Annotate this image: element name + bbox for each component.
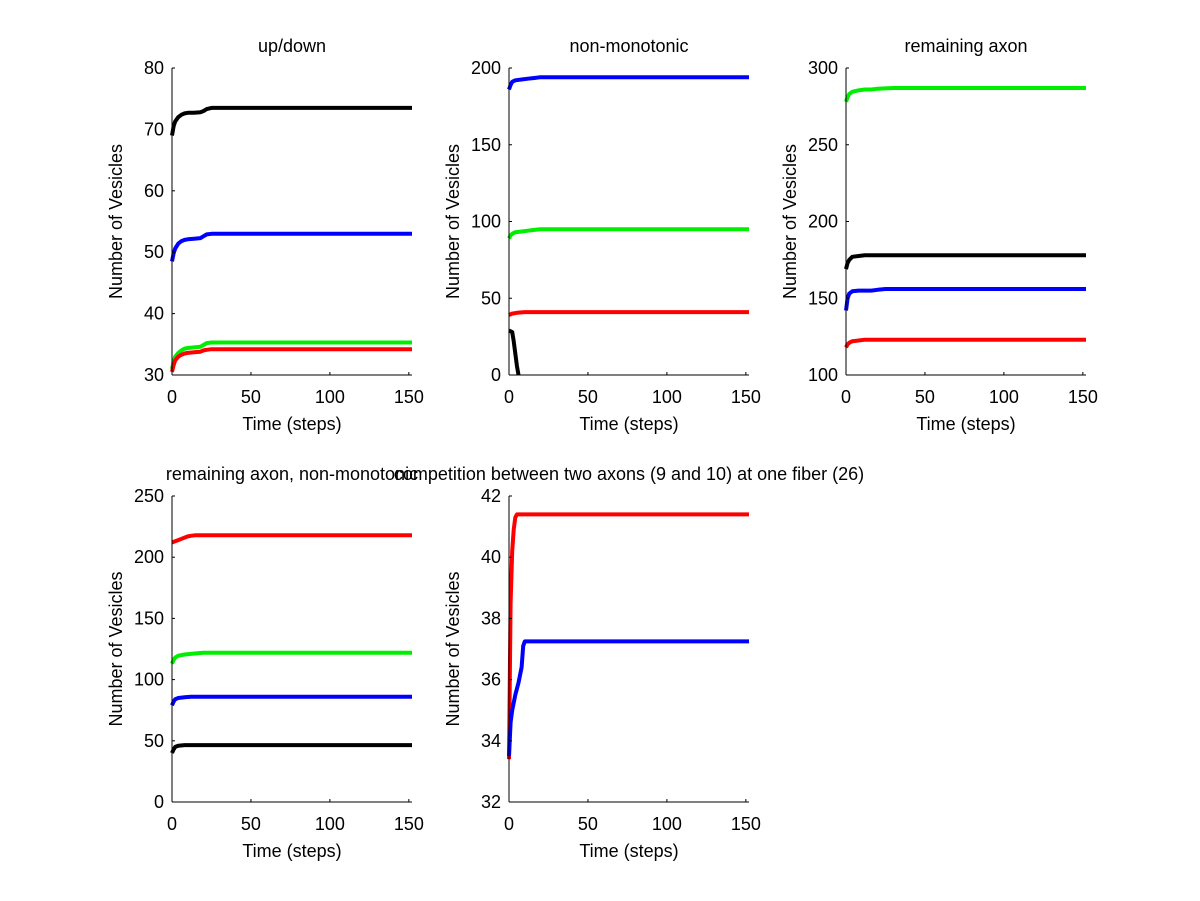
y-tick-label: 250 (808, 135, 838, 155)
x-tick-label: 0 (167, 387, 177, 407)
x-tick-label: 50 (578, 387, 598, 407)
x-tick-label: 0 (504, 814, 514, 834)
x-tick-label: 50 (578, 814, 598, 834)
y-tick-label: 200 (808, 212, 838, 232)
y-tick-label: 50 (144, 731, 164, 751)
y-tick-label: 150 (471, 135, 501, 155)
y-tick-label: 0 (491, 365, 501, 385)
y-axis-label: Number of Vesicles (443, 571, 463, 726)
series-line-4 (170, 743, 412, 754)
x-tick-label: 100 (315, 387, 345, 407)
y-tick-label: 32 (481, 792, 501, 812)
y-tick-label: 70 (144, 119, 164, 139)
series-line-4 (508, 328, 521, 376)
y-tick-label: 36 (481, 670, 501, 690)
x-tick-label: 0 (167, 814, 177, 834)
x-tick-label: 150 (394, 814, 424, 834)
y-tick-label: 50 (144, 242, 164, 262)
x-tick-label: 150 (731, 387, 761, 407)
y-tick-label: 200 (471, 58, 501, 78)
y-tick-label: 40 (481, 547, 501, 567)
series-line-2 (170, 231, 412, 262)
y-tick-label: 100 (808, 365, 838, 385)
y-tick-label: 300 (808, 58, 838, 78)
x-tick-label: 100 (989, 387, 1019, 407)
y-tick-label: 80 (144, 58, 164, 78)
chart-title: up/down (258, 36, 326, 56)
x-tick-label: 100 (315, 814, 345, 834)
y-axis-label: Number of Vesicles (780, 144, 800, 299)
y-tick-label: 60 (144, 181, 164, 201)
y-tick-label: 150 (134, 608, 164, 628)
y-tick-label: 100 (134, 670, 164, 690)
y-tick-label: 250 (134, 486, 164, 506)
series-line-3 (170, 340, 412, 370)
y-tick-label: 50 (481, 288, 501, 308)
series-line-2 (507, 639, 749, 757)
chart-title: remaining axon (904, 36, 1027, 56)
x-tick-label: 50 (241, 814, 261, 834)
x-axis-label: Time (steps) (916, 414, 1015, 434)
y-tick-label: 200 (134, 547, 164, 567)
y-tick-label: 30 (144, 365, 164, 385)
x-axis-label: Time (steps) (242, 841, 341, 861)
y-axis-label: Number of Vesicles (106, 571, 126, 726)
series-line-1 (507, 75, 749, 91)
y-tick-label: 42 (481, 486, 501, 506)
y-tick-label: 34 (481, 731, 501, 751)
series-line-1 (171, 533, 412, 545)
x-tick-label: 150 (394, 387, 424, 407)
y-tick-label: 0 (154, 792, 164, 812)
series-line-3 (844, 287, 1086, 311)
y-tick-label: 40 (144, 304, 164, 324)
x-axis-label: Time (steps) (242, 414, 341, 434)
series-line-3 (170, 694, 412, 707)
x-axis-label: Time (steps) (579, 414, 678, 434)
x-tick-label: 50 (915, 387, 935, 407)
series-line-2 (507, 227, 749, 240)
series-line-4 (844, 337, 1086, 349)
x-tick-label: 150 (1068, 387, 1098, 407)
series-line-1 (507, 512, 749, 760)
y-axis-label: Number of Vesicles (443, 144, 463, 299)
chart-title: remaining axon, non-monotonic (166, 464, 418, 484)
subplot-3: 0 50 100 150 100 150 200 250 300 remaining axon Ti… (780, 36, 1098, 434)
subplot-1: 0 50 100 150 30 40 50 60 70 80 up/down Time (steps)… (106, 36, 424, 434)
x-tick-label: 150 (731, 814, 761, 834)
x-tick-label: 50 (241, 387, 261, 407)
series-line-2 (844, 253, 1086, 270)
series-line-4 (170, 347, 412, 373)
x-tick-label: 100 (652, 814, 682, 834)
y-axis-label: Number of Vesicles (106, 144, 126, 299)
x-tick-label: 0 (841, 387, 851, 407)
chart-title: competition between two axons (9 and 10)… (394, 464, 864, 484)
y-tick-label: 38 (481, 608, 501, 628)
subplot-2: 0 50 100 150 0 50 100 150 200 non-monotonic Time (… (443, 36, 761, 434)
x-tick-label: 100 (652, 387, 682, 407)
x-tick-label: 0 (504, 387, 514, 407)
series-line-3 (508, 310, 749, 317)
chart-title: non-monotonic (569, 36, 688, 56)
series-line-1 (844, 86, 1086, 103)
series-line-1 (170, 105, 412, 136)
y-tick-label: 100 (471, 212, 501, 232)
y-tick-label: 150 (808, 288, 838, 308)
series-line-2 (170, 650, 412, 665)
x-axis-label: Time (steps) (579, 841, 678, 861)
